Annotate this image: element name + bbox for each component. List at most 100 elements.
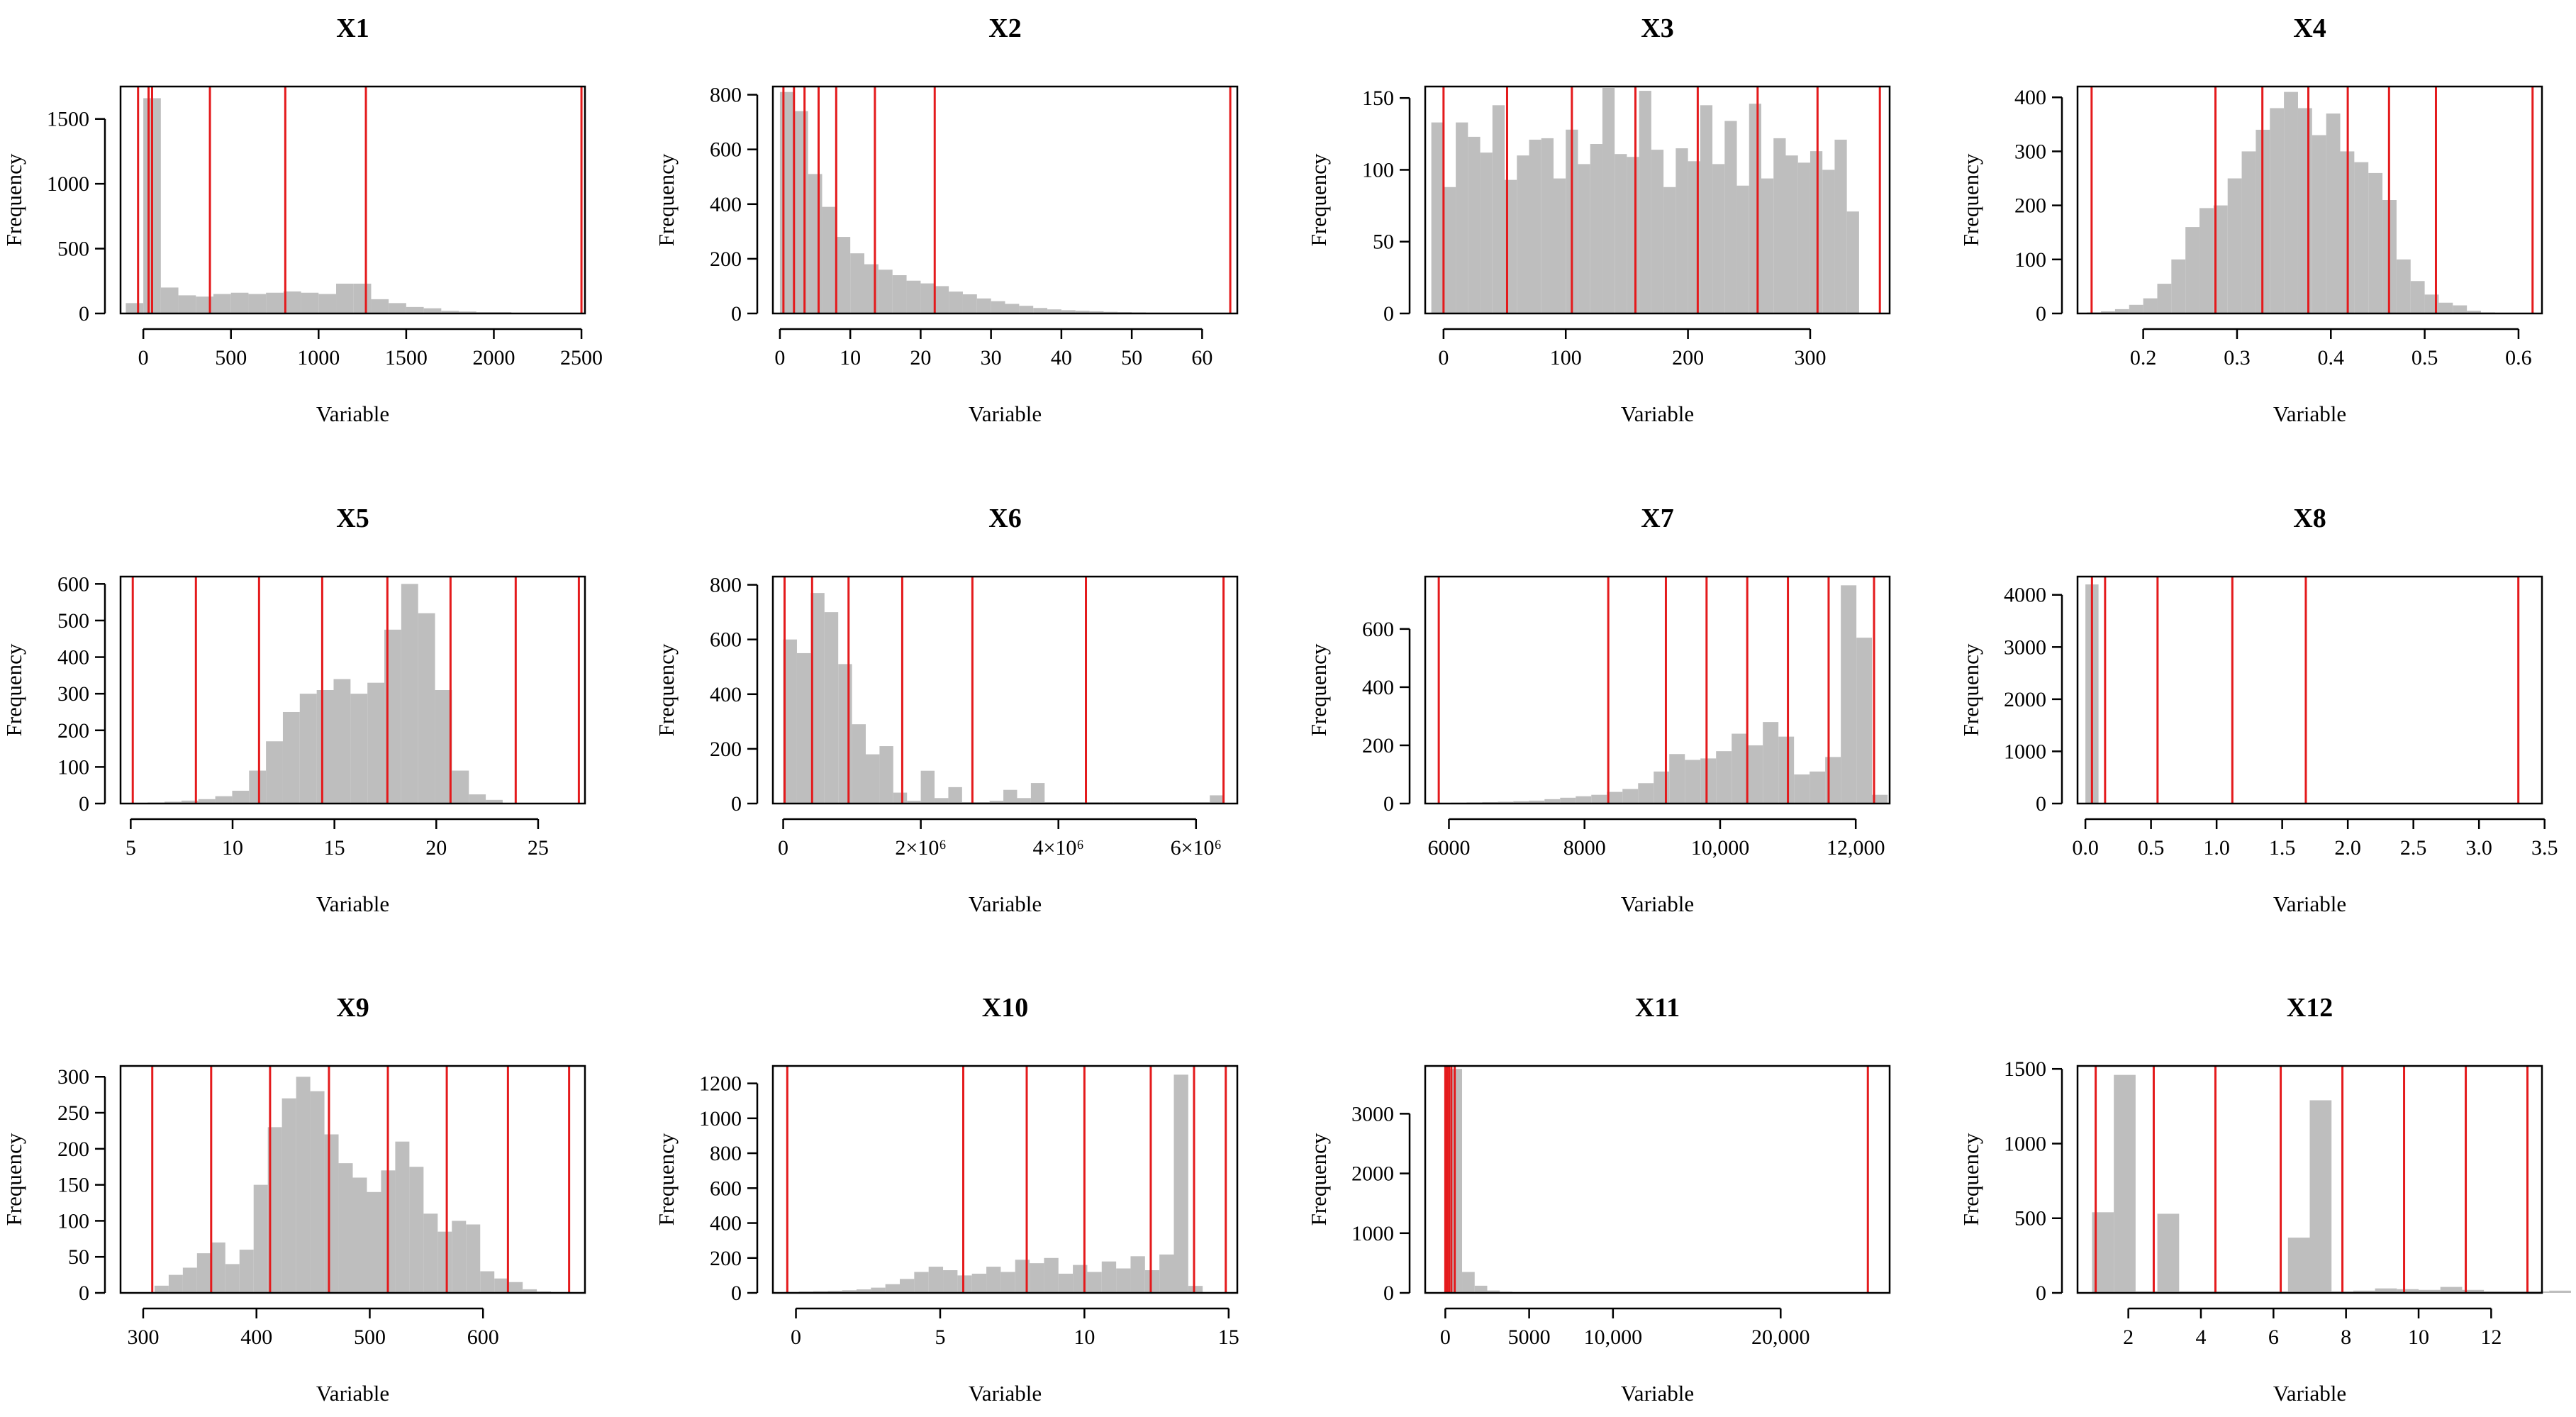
histogram-bar [371,299,389,313]
x-tick-label: 500 [215,346,247,369]
panel-title: X11 [1635,993,1680,1023]
histogram-bar [976,298,991,313]
y-tick-label: 800 [710,1142,742,1165]
histogram-bar [316,690,334,804]
y-axis-label: Frequency [654,643,679,736]
x-tick-label: 600 [467,1326,499,1349]
y-tick-label: 0 [2036,792,2046,816]
histogram-bar [1607,791,1623,804]
x-tick-label: 4×10⁶ [1033,836,1084,860]
plot-frame [119,1065,586,1294]
y-tick-label: 150 [57,1174,89,1197]
histogram-bar [783,639,797,804]
histogram-bar [2185,227,2200,313]
histogram-bar [1017,798,1031,804]
histogram-bar [1019,306,1034,313]
histogram-bar [856,1289,871,1293]
histogram-bar [1089,311,1104,313]
histogram-bar [480,1271,495,1293]
y-tick-label: 800 [710,574,742,597]
x-tick-label: 12 [2480,1326,2502,1349]
histogram-bar [2114,1074,2136,1293]
histogram-bar [126,303,144,313]
plot-frame [2076,575,2543,805]
y-tick-label: 50 [68,1245,89,1269]
x-axis-label: Variable [1621,891,1694,916]
histogram-bar [1480,152,1493,313]
histogram-bar [423,308,442,313]
x-tick-label: 20,000 [1751,1326,1810,1349]
histogram-bar [900,1279,915,1293]
histogram-panel-x8: X8 0.0 0.5 1.0 1.5 2.0 2.5 3.0 3.5 Variable 0 1000 2… [1958,504,2558,916]
histogram-bar [1591,794,1607,804]
panel-title: X2 [988,13,1021,43]
y-tick-label: 500 [57,609,89,633]
histogram-bar [793,111,808,313]
histogram-bar [452,770,469,804]
y-axis-label: Frequency [654,153,679,246]
y-tick-label: 50 [1373,230,1394,254]
histogram-bar [1822,170,1835,313]
histogram-bar [2284,91,2298,313]
plot-frame [1424,575,1891,805]
y-tick-label: 100 [1362,158,1394,182]
histogram-bar [1736,185,1749,313]
histogram-bar [2312,135,2326,313]
histogram-bar [878,269,893,313]
histogram-bar [2114,309,2129,313]
histogram-bar [2309,1100,2332,1293]
histogram-bar [1834,139,1847,313]
x-tick-label: 2 [2123,1326,2134,1349]
plot-frame [1424,85,1891,315]
y-tick-label: 600 [57,572,89,596]
x-tick-label: 1500 [385,346,428,369]
histogram-bar [1075,311,1090,313]
histogram-bar [935,286,949,313]
y-tick-label: 3000 [1351,1102,1394,1126]
y-tick-label: 250 [57,1101,89,1125]
histogram-bar [469,794,486,804]
histogram-bar [1210,795,1224,804]
y-tick-label: 150 [1362,87,1394,110]
histogram-bar [2354,162,2369,313]
histogram-bar [1517,155,1529,313]
histogram-bar [1785,155,1798,313]
histogram-bar [1159,1254,1174,1293]
panel-title: X3 [1641,13,1673,43]
x-tick-label: 10 [840,346,861,369]
y-axis-label: Frequency [1958,153,1983,246]
x-axis-label: Variable [2273,891,2346,916]
x-tick-label: 0.0 [2072,836,2099,860]
histogram-bar [318,294,337,313]
histogram-bar [2419,1289,2441,1293]
histogram-bar [822,206,837,313]
y-tick-label: 500 [2014,1207,2046,1230]
histogram-bar [962,294,977,313]
x-tick-label: 30 [981,346,1002,369]
histogram-bar [1846,211,1859,313]
histogram-bar [367,1191,381,1293]
histogram-bar [230,292,249,313]
histogram-bar [1529,800,1545,804]
x-axis-label: Variable [1621,401,1694,426]
histogram-bar [948,787,962,804]
panel-title: X6 [988,504,1021,533]
y-tick-label: 2000 [2004,688,2046,711]
histogram-bar [423,1213,438,1293]
histogram-bar [1030,783,1045,804]
x-tick-label: 20 [910,346,931,369]
panel-title: X1 [336,13,369,43]
histogram-bar [523,1289,537,1293]
panel-title: X9 [336,993,369,1023]
histogram-bar [1663,187,1676,313]
histogram-bar [1651,150,1664,313]
x-tick-label: 0 [1438,346,1449,369]
x-tick-label: 4 [2195,1326,2206,1349]
panel-title: X12 [2287,993,2333,1023]
histogram-bar [1856,638,1873,804]
histogram-bar [1000,1272,1015,1293]
histogram-bar [1474,1285,1488,1293]
x-tick-label: 5000 [1508,1326,1551,1349]
y-tick-label: 4000 [2004,584,2046,607]
